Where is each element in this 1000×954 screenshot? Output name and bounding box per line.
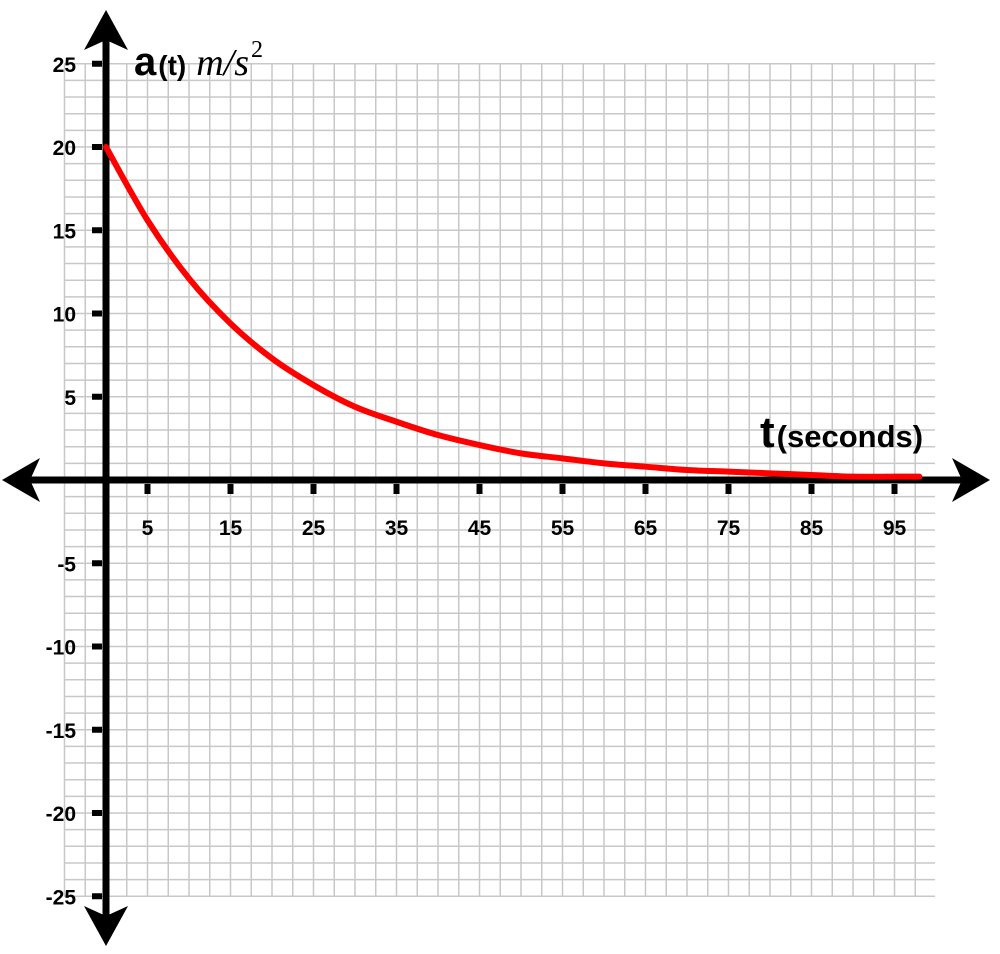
x-tick xyxy=(559,484,566,494)
x-axis-label-main: t xyxy=(760,408,775,457)
axes xyxy=(2,10,990,946)
x-tick-label: 35 xyxy=(385,517,409,540)
y-tick xyxy=(92,726,102,733)
y-tick-label: -15 xyxy=(46,720,77,743)
x-tick xyxy=(476,484,483,494)
y-tick-label: -10 xyxy=(46,637,76,660)
y-tick-label: 10 xyxy=(53,304,76,327)
y-axis-label-unit: m/s xyxy=(196,42,249,84)
y-tick-label: 20 xyxy=(53,137,76,160)
y-tick xyxy=(92,144,102,150)
y-axis-arrow-top xyxy=(84,10,128,50)
x-axis-label-paren: (seconds) xyxy=(777,419,923,454)
x-tick-label: 75 xyxy=(717,517,741,540)
y-axis-label-main: a xyxy=(134,40,157,84)
y-tick xyxy=(92,393,102,400)
y-tick-label: -25 xyxy=(46,886,77,909)
x-tick-label: 5 xyxy=(142,517,154,540)
y-tick xyxy=(92,60,102,67)
y-tick-label: 25 xyxy=(53,54,77,77)
y-tick xyxy=(92,227,102,234)
y-tick xyxy=(92,560,102,567)
y-tick xyxy=(92,643,102,650)
y-tick-label: 5 xyxy=(64,387,76,410)
y-tick-label: -20 xyxy=(46,803,76,826)
ticks xyxy=(92,60,898,900)
y-axis-label-exponent: 2 xyxy=(251,37,263,63)
x-tick xyxy=(725,484,732,494)
y-tick xyxy=(92,310,102,317)
x-tick xyxy=(144,484,151,494)
y-tick xyxy=(92,810,102,816)
x-tick xyxy=(891,484,898,494)
y-axis-label-paren: (t) xyxy=(158,50,186,81)
y-axis-arrow-bottom xyxy=(84,906,128,946)
x-tick xyxy=(393,484,400,494)
x-tick xyxy=(808,484,815,494)
x-tick xyxy=(310,484,317,494)
x-tick xyxy=(227,484,234,494)
x-tick-label: 15 xyxy=(219,517,243,540)
x-tick xyxy=(642,484,649,494)
x-axis-arrow-left xyxy=(2,458,40,502)
x-tick-label: 25 xyxy=(302,517,326,540)
x-tick-label: 85 xyxy=(800,517,824,540)
y-tick-label: -5 xyxy=(57,553,76,576)
x-tick-label: 45 xyxy=(468,517,492,540)
y-tick-label: 15 xyxy=(53,220,77,243)
x-axis-label: t(seconds) xyxy=(760,408,923,457)
y-tick xyxy=(92,893,102,900)
y-axis-label: a(t) m/s2 xyxy=(134,37,263,84)
tick-labels: 5 15 25 35 45 55 65 75 85 95 25 20 15 10 5 -5 -10 -15 -20 -… xyxy=(46,54,907,910)
x-tick-label: 65 xyxy=(634,517,658,540)
x-axis-arrow-right xyxy=(952,458,990,502)
x-tick-label: 95 xyxy=(883,517,907,540)
series-line xyxy=(103,144,923,480)
x-tick-label: 55 xyxy=(551,517,575,540)
